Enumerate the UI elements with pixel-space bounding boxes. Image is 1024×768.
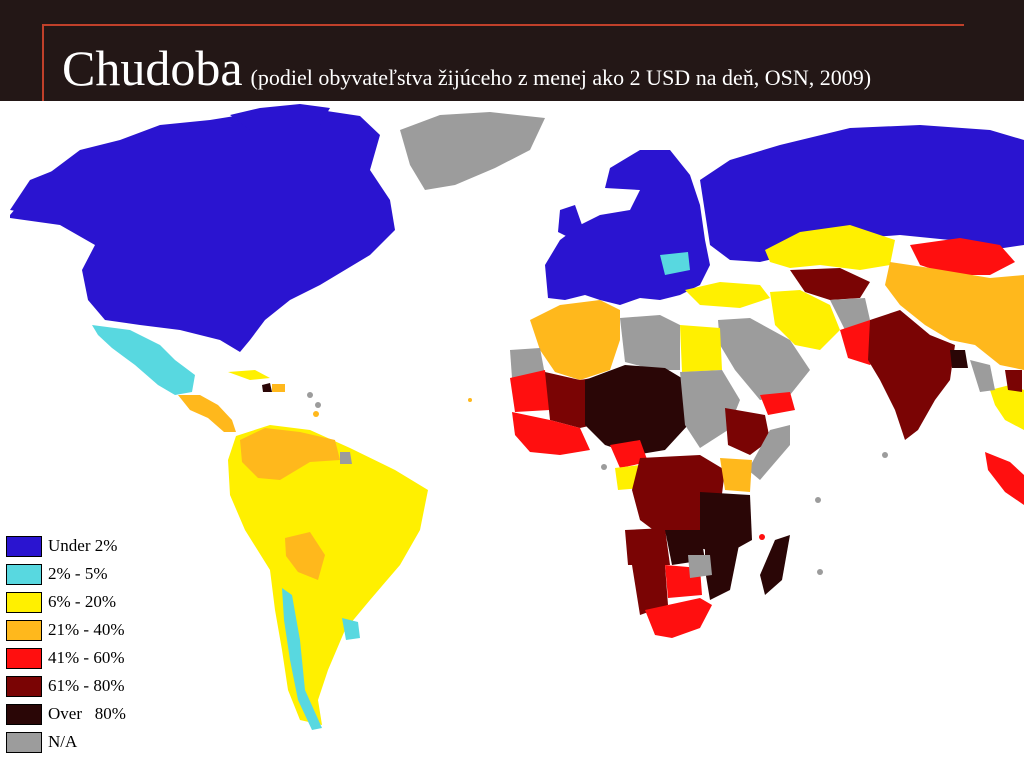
region-east-africa xyxy=(700,492,752,555)
region-uruguay xyxy=(342,618,360,640)
region-china xyxy=(885,262,1024,370)
region-arabia xyxy=(718,318,810,400)
region-haiti xyxy=(262,383,272,392)
region-kenya xyxy=(720,458,752,492)
region-romania xyxy=(660,252,690,275)
region-western-sahara xyxy=(510,348,545,378)
legend-label: 41% - 60% xyxy=(48,648,125,667)
region-myanmar xyxy=(970,360,995,392)
region-turkey xyxy=(685,282,770,308)
legend-swatch xyxy=(6,564,42,585)
legend-label: 61% - 80% xyxy=(48,676,125,695)
region-central-america xyxy=(178,395,236,432)
legend-item-21-40: 21% - 40% xyxy=(6,620,206,642)
legend-swatch xyxy=(6,536,42,557)
region-yemen xyxy=(760,392,795,415)
legend-swatch xyxy=(6,592,42,613)
legend-label: Under 2% xyxy=(48,536,118,555)
region-indonesia xyxy=(985,452,1024,505)
legend-swatch xyxy=(6,732,42,753)
legend-item-6-20: 6% - 20% xyxy=(6,592,206,614)
region-mexico xyxy=(92,325,195,395)
legend-label: 6% - 20% xyxy=(48,592,116,611)
region-uk xyxy=(558,205,582,238)
legend-item-61-80: 61% - 80% xyxy=(6,676,206,698)
region-chile xyxy=(282,588,322,730)
region-bangladesh xyxy=(950,350,968,368)
island-dot xyxy=(601,464,607,470)
island-dot xyxy=(815,497,821,503)
region-zimbabwe xyxy=(688,555,712,578)
region-cuba xyxy=(228,370,270,380)
island-dot xyxy=(313,411,319,417)
region-laos xyxy=(1005,370,1022,392)
region-dominican xyxy=(272,384,285,392)
region-mauritania xyxy=(510,370,550,412)
region-iran xyxy=(770,290,840,350)
world-poverty-map xyxy=(10,104,1024,730)
region-canada-usa xyxy=(10,110,395,352)
legend-swatch xyxy=(6,648,42,669)
region-north-africa-west xyxy=(530,300,620,380)
region-bolivia xyxy=(285,532,325,580)
region-somalia xyxy=(748,425,790,480)
region-alaska xyxy=(10,168,100,215)
legend-item-under-2: Under 2% xyxy=(6,536,206,558)
region-venezuela-colombia xyxy=(240,428,340,480)
island-dot xyxy=(882,452,888,458)
legend-item-2-5: 2% - 5% xyxy=(6,564,206,586)
title-subtitle: (podiel obyvateľstva žijúceho z menej ak… xyxy=(250,65,872,90)
region-ethiopia xyxy=(725,408,770,455)
region-angola xyxy=(625,528,670,565)
region-niger-chad xyxy=(585,365,688,455)
region-kazakhstan xyxy=(765,225,895,270)
region-central-asia xyxy=(790,268,870,300)
title-rule-horizontal xyxy=(42,24,964,26)
legend-item-na: N/A xyxy=(6,732,206,754)
island-dot xyxy=(817,569,823,575)
legend-item-over-80: Over 80% xyxy=(6,704,206,726)
title-bar: Chudoba (podiel obyvateľstva žijúceho z m… xyxy=(0,0,1024,101)
island-dot xyxy=(759,534,765,540)
legend-label: 21% - 40% xyxy=(48,620,125,639)
region-mozambique xyxy=(705,540,740,600)
region-libya xyxy=(620,315,680,370)
region-south-america xyxy=(228,425,428,725)
region-india xyxy=(868,310,955,440)
legend-swatch xyxy=(6,620,42,641)
region-guiana xyxy=(340,452,352,464)
region-greenland xyxy=(400,112,545,190)
region-west-africa-coast xyxy=(512,412,590,455)
title-rule-vertical xyxy=(42,24,44,101)
title-main: Chudoba xyxy=(62,40,243,96)
region-southeast-asia xyxy=(990,385,1024,430)
legend-swatch xyxy=(6,676,42,697)
region-namibia xyxy=(632,565,668,615)
region-madagascar xyxy=(760,535,790,595)
region-nigeria xyxy=(610,440,648,468)
region-russia xyxy=(700,125,1024,262)
region-mongolia xyxy=(910,238,1015,275)
legend-label: 2% - 5% xyxy=(48,564,108,583)
region-egypt xyxy=(680,325,722,372)
region-south-africa xyxy=(645,598,712,638)
island-dot xyxy=(468,398,472,402)
legend-item-41-60: 41% - 60% xyxy=(6,648,206,670)
region-arctic-islands xyxy=(230,104,330,130)
legend-label: N/A xyxy=(48,732,78,751)
island-dot xyxy=(307,392,313,398)
legend-swatch xyxy=(6,704,42,725)
island-dot xyxy=(315,402,321,408)
legend-label: Over 80% xyxy=(48,704,126,723)
slide-title: Chudoba (podiel obyvateľstva žijúceho z m… xyxy=(62,38,871,98)
region-sudan xyxy=(680,370,740,448)
region-afghanistan xyxy=(830,298,870,330)
